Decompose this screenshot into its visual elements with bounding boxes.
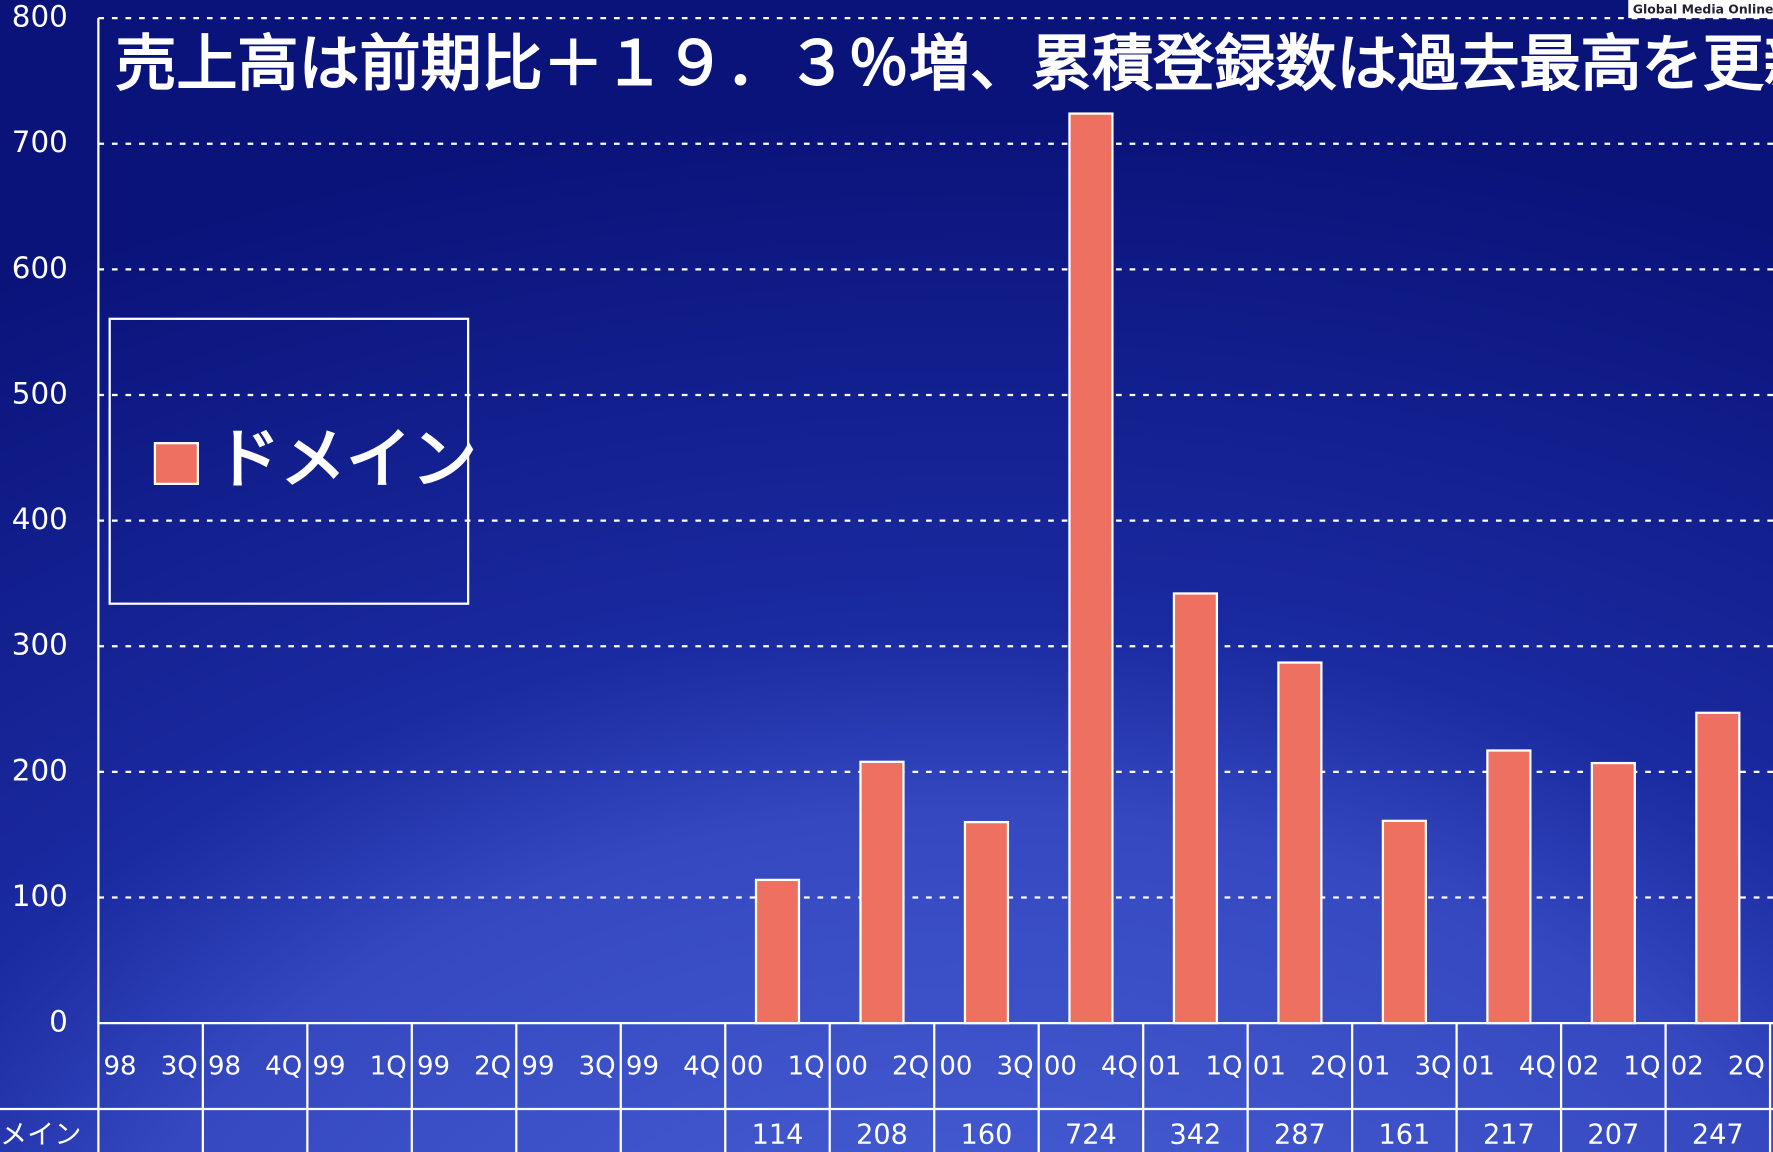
legend-swatch — [153, 442, 200, 485]
x-tick-label: 99 2Q — [417, 1052, 511, 1082]
x-tick-label: 01 1Q — [1148, 1052, 1242, 1082]
x-tick-label: 01 2Q — [1253, 1052, 1347, 1082]
y-tick-label: 300 — [12, 628, 68, 662]
x-tick-label: 99 3Q — [521, 1052, 615, 1082]
x-tick-label: 99 4Q — [626, 1052, 720, 1082]
y-tick-label: 500 — [12, 376, 68, 410]
legend-box — [108, 317, 470, 605]
x-tick-label: 00 2Q — [835, 1052, 929, 1082]
table-value: 161 — [1378, 1120, 1430, 1151]
bar — [754, 878, 801, 1025]
bar — [1172, 592, 1219, 1025]
legend-label: ドメイン — [215, 422, 477, 498]
x-tick-label: 00 3Q — [939, 1052, 1033, 1082]
x-tick-label: 01 4Q — [1462, 1052, 1556, 1082]
table-value: 160 — [961, 1120, 1013, 1151]
x-tick-label: 98 3Q — [104, 1052, 198, 1082]
chart-title: 売上高は前期比＋１９．３％増、累積登録数は過去最高を更新 — [115, 28, 1773, 99]
x-tick-label: 99 1Q — [312, 1052, 406, 1082]
bar — [1590, 761, 1636, 1025]
x-tick-label: 02 2Q — [1671, 1052, 1765, 1082]
y-tick-label: 400 — [12, 502, 68, 536]
bar — [859, 760, 905, 1025]
y-tick-label: 100 — [12, 879, 68, 913]
y-tick-label: 600 — [12, 251, 68, 285]
x-tick-label: 00 1Q — [730, 1052, 824, 1082]
table-value: 114 — [752, 1120, 804, 1151]
table-value: 342 — [1170, 1120, 1222, 1151]
x-tick-label: 00 4Q — [1044, 1052, 1138, 1082]
x-tick-label: 01 3Q — [1357, 1052, 1451, 1082]
table-value: 217 — [1483, 1120, 1535, 1151]
table-value: 208 — [856, 1120, 908, 1151]
y-tick-label: 700 — [12, 125, 68, 159]
bar — [1695, 711, 1741, 1025]
bar — [1486, 749, 1532, 1025]
bar — [963, 820, 1010, 1025]
y-tick-label: 0 — [49, 1005, 68, 1039]
bar — [1068, 112, 1114, 1025]
watermark-box — [1628, 0, 1773, 19]
table-row-label: ドメイン — [0, 1120, 81, 1151]
x-tick-label: 98 4Q — [208, 1052, 302, 1082]
table-value: 207 — [1587, 1120, 1639, 1151]
table-value: 724 — [1065, 1120, 1117, 1151]
bar — [1277, 661, 1323, 1025]
bar — [1381, 819, 1427, 1025]
y-tick-label: 200 — [12, 753, 68, 787]
y-tick-label: 800 — [12, 0, 68, 34]
table-value: 287 — [1274, 1120, 1326, 1151]
x-tick-label: 02 1Q — [1566, 1052, 1660, 1082]
watermark: Global Media Online — [1633, 2, 1773, 17]
table-value: 247 — [1692, 1120, 1744, 1151]
